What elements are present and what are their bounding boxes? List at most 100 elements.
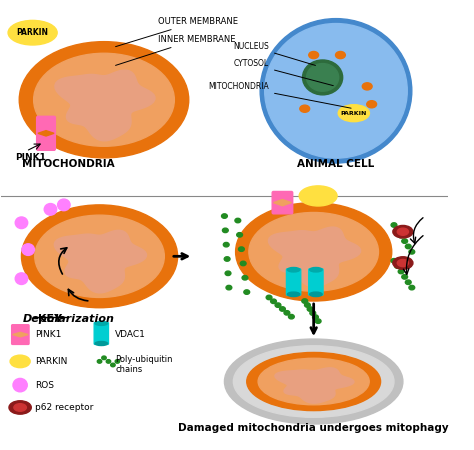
Ellipse shape [395,264,401,268]
Polygon shape [273,199,292,206]
Ellipse shape [299,186,337,206]
Ellipse shape [249,212,378,291]
Ellipse shape [95,342,108,346]
Ellipse shape [409,285,415,290]
Ellipse shape [310,267,322,272]
Ellipse shape [223,243,229,247]
Ellipse shape [111,363,115,367]
Ellipse shape [19,42,189,158]
Ellipse shape [287,267,300,272]
Ellipse shape [13,378,27,392]
Ellipse shape [402,239,408,243]
Ellipse shape [15,273,27,284]
Ellipse shape [225,339,403,424]
Text: PARKIN: PARKIN [341,111,367,116]
Ellipse shape [289,315,294,319]
Ellipse shape [258,358,369,405]
FancyBboxPatch shape [309,269,323,295]
Ellipse shape [247,352,381,410]
Text: Depolarization: Depolarization [22,315,114,324]
Ellipse shape [95,321,108,325]
Text: PARKIN: PARKIN [17,28,49,37]
Ellipse shape [405,280,411,284]
Ellipse shape [10,355,30,368]
Ellipse shape [233,346,394,417]
Ellipse shape [275,303,281,307]
FancyBboxPatch shape [286,269,301,295]
Ellipse shape [238,247,244,252]
Ellipse shape [309,51,319,59]
Text: VDAC1: VDAC1 [115,329,146,338]
Polygon shape [55,70,155,141]
Ellipse shape [224,257,230,261]
Ellipse shape [391,259,397,263]
Ellipse shape [307,307,313,311]
Polygon shape [12,333,28,337]
Ellipse shape [264,23,407,158]
Text: MITOCHONDRIA: MITOCHONDRIA [208,82,351,108]
Text: KEY: KEY [38,315,63,324]
FancyBboxPatch shape [272,191,293,214]
Ellipse shape [393,257,413,269]
Text: PINK1: PINK1 [35,329,61,338]
Ellipse shape [362,83,372,90]
Ellipse shape [9,401,31,414]
Ellipse shape [21,205,178,308]
Text: PARKIN: PARKIN [35,357,67,366]
Ellipse shape [402,274,408,279]
Ellipse shape [237,233,243,237]
Text: NUCLEUS: NUCLEUS [233,41,316,65]
Ellipse shape [8,20,57,45]
Ellipse shape [302,299,308,303]
Ellipse shape [315,319,321,324]
Text: p62 receptor: p62 receptor [35,403,93,412]
Ellipse shape [398,269,404,274]
Ellipse shape [287,292,300,297]
Ellipse shape [225,271,231,275]
Polygon shape [268,227,361,287]
Ellipse shape [405,244,411,249]
Polygon shape [275,368,354,403]
Polygon shape [38,130,54,136]
Ellipse shape [15,217,27,229]
Ellipse shape [393,225,413,238]
Ellipse shape [307,63,338,91]
Ellipse shape [304,303,310,307]
Ellipse shape [397,228,409,235]
Ellipse shape [244,290,250,294]
Text: PINK1: PINK1 [15,153,46,162]
Text: CYTOSOL: CYTOSOL [234,59,333,86]
Ellipse shape [409,250,415,254]
Ellipse shape [235,218,241,223]
FancyBboxPatch shape [94,323,109,344]
Ellipse shape [240,261,246,266]
Text: Poly-ubiquitin
chains: Poly-ubiquitin chains [115,355,173,374]
Ellipse shape [226,285,232,290]
FancyBboxPatch shape [36,116,55,150]
Ellipse shape [97,360,102,363]
Ellipse shape [102,356,106,360]
Ellipse shape [44,203,57,215]
Text: INNER MEMBRANE: INNER MEMBRANE [116,35,235,65]
Ellipse shape [236,202,392,301]
Ellipse shape [336,51,346,59]
Ellipse shape [106,360,111,363]
Ellipse shape [284,310,290,315]
Ellipse shape [271,299,276,304]
Ellipse shape [58,199,70,211]
Ellipse shape [221,214,228,218]
FancyBboxPatch shape [12,325,29,344]
Text: MITOCHONDRIA: MITOCHONDRIA [22,159,115,169]
Ellipse shape [397,260,409,266]
Ellipse shape [398,234,404,238]
Ellipse shape [300,105,310,112]
Ellipse shape [260,18,412,163]
Ellipse shape [302,60,343,95]
Polygon shape [55,230,146,293]
Ellipse shape [312,315,319,320]
Ellipse shape [22,244,35,256]
Ellipse shape [391,223,397,227]
Ellipse shape [280,307,285,311]
Ellipse shape [34,53,174,146]
Text: ROS: ROS [35,381,54,390]
